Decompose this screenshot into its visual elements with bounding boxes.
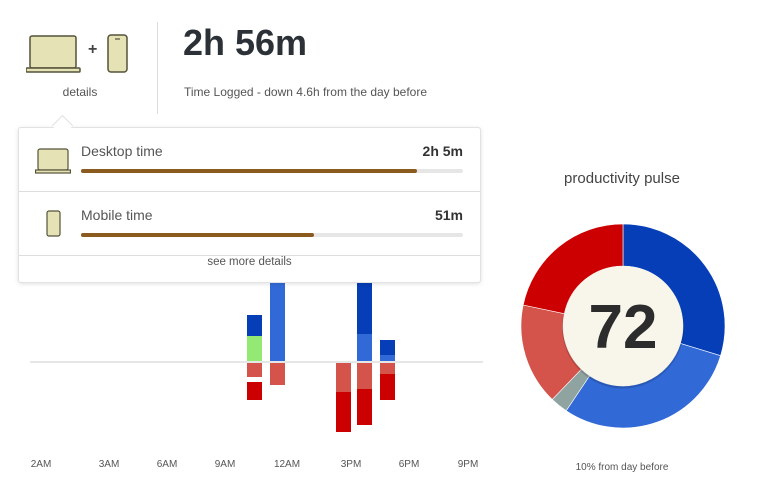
bar-segment-up[interactable] — [270, 279, 285, 361]
pulse-title: productivity pulse — [564, 170, 680, 187]
phone-icon — [107, 34, 128, 73]
bar-segment-down[interactable] — [270, 363, 285, 385]
desktop-time-row: Desktop time 2h 5m — [19, 128, 480, 192]
devices-icon[interactable]: + — [26, 34, 136, 74]
bar-segment-up[interactable] — [247, 336, 262, 361]
laptop-icon — [35, 148, 71, 174]
total-time: 2h 56m — [183, 22, 308, 63]
x-tick-label: 9PM — [458, 459, 479, 470]
see-more-details-link[interactable]: see more details — [207, 256, 292, 268]
x-tick-label: 6AM — [157, 459, 178, 470]
laptop-icon — [26, 35, 81, 73]
x-tick-label: 6PM — [399, 459, 420, 470]
center-circle — [563, 266, 683, 386]
bar-segment-down[interactable] — [357, 363, 372, 389]
device-details-popover: Desktop time 2h 5m Mobile time 51m see m… — [18, 127, 481, 283]
pulse-score: 72 — [589, 293, 658, 362]
bar-segment-up[interactable] — [357, 279, 372, 334]
bar-segment-up[interactable] — [247, 315, 262, 336]
divider — [157, 22, 158, 114]
pulse-caption: 10% from day before — [575, 462, 669, 473]
mobile-time-label: Mobile time — [81, 207, 153, 223]
mobile-time-progress — [81, 233, 463, 237]
bar-segment-down[interactable] — [247, 382, 262, 400]
hourly-bar-chart: 2AM 3AM 6AM 9AM 12AM 3PM 6PM 9PM — [30, 279, 483, 470]
desktop-time-value: 2h 5m — [422, 143, 463, 159]
x-tick-label: 9AM — [215, 459, 236, 470]
time-logged-subtitle: Time Logged - down 4.6h from the day bef… — [184, 85, 428, 99]
x-tick-label: 3PM — [341, 459, 362, 470]
bar-segment-down[interactable] — [357, 389, 372, 425]
details-link[interactable]: details — [62, 85, 98, 99]
desktop-time-progress — [81, 169, 463, 173]
mobile-time-row: Mobile time 51m — [19, 192, 480, 256]
mobile-time-value: 51m — [434, 207, 463, 223]
x-tick-label: 3AM — [99, 459, 120, 470]
x-tick-label: 12AM — [274, 459, 300, 470]
phone-icon — [46, 210, 61, 237]
bar-segment-up[interactable] — [357, 334, 372, 361]
bar-segment-down[interactable] — [336, 392, 351, 432]
bar-segment-down[interactable] — [380, 374, 395, 400]
bar-segment-down[interactable] — [380, 363, 395, 374]
bar-segment-down[interactable] — [247, 363, 262, 377]
x-tick-label: 2AM — [31, 459, 52, 470]
donut-slice[interactable] — [522, 223, 624, 315]
desktop-time-label: Desktop time — [81, 143, 163, 159]
productivity-pulse-donut: 72 — [520, 223, 726, 429]
bar-segment-down[interactable] — [336, 363, 351, 392]
bar-segment-up[interactable] — [380, 355, 395, 361]
plus-icon: + — [88, 41, 97, 58]
bar-segment-up[interactable] — [380, 340, 395, 355]
